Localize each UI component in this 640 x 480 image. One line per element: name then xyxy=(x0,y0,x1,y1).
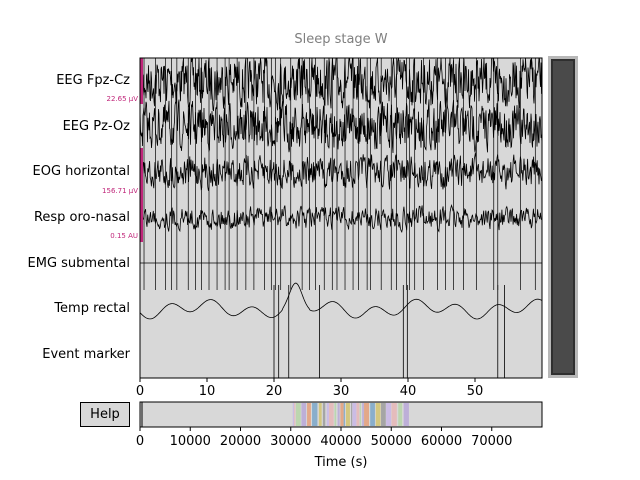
overview-x-tick-label: 40000 xyxy=(320,434,362,449)
scale-label-resp: 0.15 AU xyxy=(110,232,138,240)
scale-label-eeg: 22.65 µV xyxy=(106,95,138,103)
overview-annotation xyxy=(391,403,397,426)
channel-label-eeg-pz-oz[interactable]: EEG Pz-Oz xyxy=(62,119,130,134)
x-axis-label: Time (s) xyxy=(314,455,368,470)
channel-label-temp-rectal[interactable]: Temp rectal xyxy=(54,301,130,316)
overview-annotation xyxy=(294,403,296,426)
plot-title: Sleep stage W xyxy=(294,32,388,47)
main-x-ticks xyxy=(139,378,476,382)
x-tick-label: 10 xyxy=(198,384,216,399)
channel-label-resp-oro-nasal[interactable]: Resp oro-nasal xyxy=(33,210,130,225)
overview-annotation xyxy=(370,403,375,426)
overview-annotation xyxy=(343,403,345,426)
overview-annotation xyxy=(307,403,311,426)
overview-annotation xyxy=(318,403,322,426)
x-tick-label: 40 xyxy=(399,384,417,399)
signal-traces xyxy=(139,57,543,320)
overview-annotation xyxy=(337,403,340,426)
trace-eeg-pz-oz xyxy=(139,98,543,154)
scale-label-eog: 156.71 µV xyxy=(102,187,138,195)
overview-annotation xyxy=(301,403,307,426)
overview-annotation xyxy=(351,403,353,426)
overview-annotation xyxy=(322,403,326,426)
overview-annotation xyxy=(381,403,386,426)
trace-eeg-fpz-cz xyxy=(139,57,543,112)
overview-annotation xyxy=(403,403,409,426)
x-tick-label: 50 xyxy=(466,384,484,399)
overview-annotation xyxy=(359,403,361,426)
overview-x-tick-label: 10000 xyxy=(169,434,211,449)
overview-annotation xyxy=(364,403,370,426)
channel-label-eog-horizontal[interactable]: EOG horizontal xyxy=(32,164,131,179)
overview-annotation xyxy=(334,403,337,426)
overview-annotation xyxy=(312,403,318,426)
overview-annotation xyxy=(326,403,329,426)
trace-temp-rectal xyxy=(139,282,543,320)
overview-x-tick-label: 0 xyxy=(135,434,145,449)
x-tick-label: 30 xyxy=(332,384,350,399)
overview-annotation xyxy=(345,403,350,426)
trace-eog-horizontal xyxy=(139,152,542,191)
main-plot-frame xyxy=(139,57,543,379)
overview-annotations xyxy=(292,403,409,426)
x-tick-label: 20 xyxy=(265,384,283,399)
overview-x-tick-label: 60000 xyxy=(420,434,463,449)
overview-annotation xyxy=(362,403,364,426)
x-tick-label: 0 xyxy=(135,384,145,399)
overview-annotation xyxy=(295,403,301,426)
trace-resp-oro-nasal xyxy=(139,204,543,234)
channel-label-event-marker[interactable]: Event marker xyxy=(42,347,130,362)
channel-label-eeg-fpz-cz[interactable]: EEG Fpz-Cz xyxy=(56,73,130,88)
overview-annotation xyxy=(398,403,403,426)
overview-x-tick-label: 30000 xyxy=(270,434,312,449)
overview-annotation xyxy=(292,403,295,426)
overview-annotation xyxy=(386,403,392,426)
channel-scrollbar-thumb[interactable] xyxy=(551,59,575,375)
overview-annotation xyxy=(340,403,344,426)
overview-viewport[interactable] xyxy=(139,401,143,428)
overview-annotation xyxy=(375,403,381,426)
overview-x-tick-label: 20000 xyxy=(219,434,262,449)
annotation-lines xyxy=(143,58,536,378)
overview-x-tick-label: 50000 xyxy=(370,434,412,449)
overview-annotation xyxy=(329,403,334,426)
overview-annotation xyxy=(352,403,357,426)
help-button[interactable]: Help xyxy=(80,402,130,427)
overview-x-tick-label: 70000 xyxy=(471,434,513,449)
overview-annotation xyxy=(356,403,360,426)
overview-x-ticks xyxy=(139,427,493,431)
channel-label-emg-submental[interactable]: EMG submental xyxy=(27,256,130,271)
